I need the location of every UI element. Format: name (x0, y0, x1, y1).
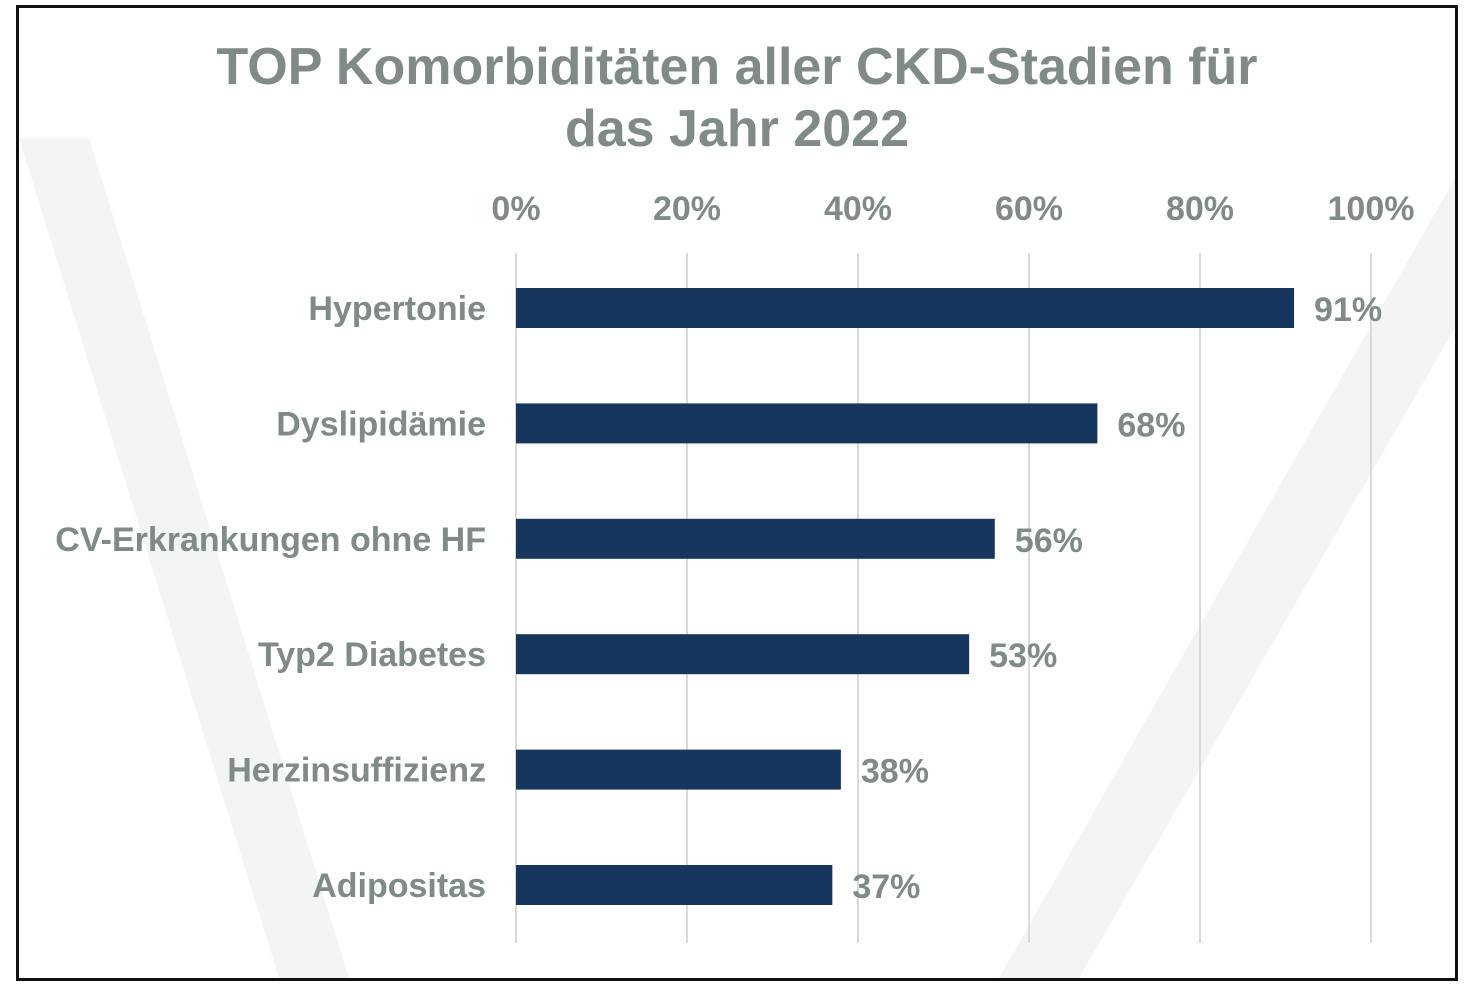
bar (516, 865, 833, 905)
data-label: 53% (989, 637, 1057, 675)
data-label: 91% (1314, 291, 1382, 329)
x-tick-label: 40% (824, 190, 892, 228)
background-watermark (19, 138, 1455, 978)
data-label: 56% (1015, 522, 1083, 560)
watermark-stripe-right (999, 178, 1455, 978)
category-label: Adipositas (312, 867, 486, 905)
chart-title: TOP Komorbiditäten aller CKD-Stadien für… (19, 36, 1455, 160)
x-tick-label: 20% (653, 190, 721, 228)
bar (516, 634, 970, 675)
bar (516, 749, 841, 790)
x-tick-label: 80% (1166, 190, 1234, 228)
category-label: Hypertonie (308, 290, 486, 328)
x-tick-label: 0% (491, 190, 540, 228)
watermark-stripe-left (19, 138, 349, 978)
category-label: Herzinsuffizienz (227, 752, 486, 790)
chart-title-line-1: TOP Komorbiditäten aller CKD-Stadien für (216, 38, 1258, 96)
x-tick-label: 100% (1328, 190, 1415, 228)
category-label: CV-Erkrankungen ohne HF (55, 521, 486, 559)
chart-title-line-2: das Jahr 2022 (564, 100, 910, 158)
data-label: 68% (1117, 406, 1185, 444)
bar-chart: 0% 20% 40% 60% 80% 100% Hypertonie 91% Dyslipidä… (55, 190, 1415, 943)
data-label: 38% (861, 753, 929, 791)
category-label: Dyslipidämie (276, 405, 486, 443)
category-label: Typ2 Diabetes (258, 636, 486, 674)
chart-frame: TOP Komorbiditäten aller CKD-Stadien für… (16, 5, 1458, 981)
bar (516, 288, 1295, 328)
x-tick-label: 60% (995, 190, 1063, 228)
bar (516, 518, 995, 559)
data-label: 37% (852, 868, 920, 906)
bar (516, 403, 1098, 444)
